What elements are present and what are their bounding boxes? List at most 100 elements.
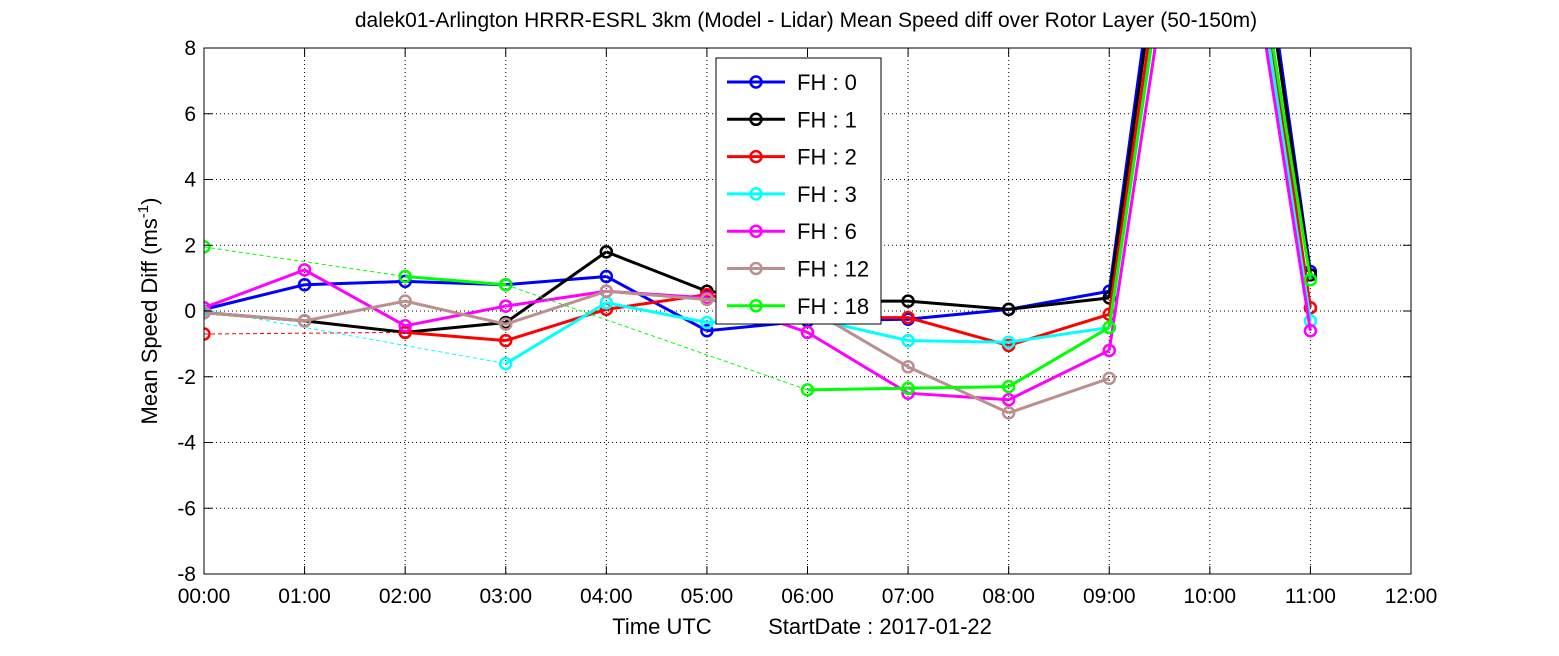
data-point [1001,335,1016,349]
series-line-segment [504,250,608,324]
series-fh-18 [204,48,1318,397]
series-line-segment [1275,48,1312,276]
series-line-segment [404,299,507,326]
series-gap-line [204,331,406,335]
data-point [901,381,915,396]
series-line-segment [405,274,506,287]
data-point [204,300,211,315]
series-line-segment [504,301,608,365]
x-tick-label: 05:00 [681,585,734,608]
data-point [499,299,513,313]
series-line-segment [1007,326,1111,388]
x-tick-label: 00:00 [178,585,231,608]
series-line-segment [1264,48,1312,331]
legend-box [715,57,882,325]
data-point [398,294,412,308]
series-line-segment [204,311,305,323]
data-point [599,245,614,259]
y-tick-label: 8 [184,37,196,60]
series-line-segment [204,268,306,310]
data-point [1303,273,1318,287]
x-tick-label: 03:00 [479,585,532,608]
series-line-segment [1107,48,1150,315]
legend-swatch-marker [749,299,763,313]
series-gap-line [505,284,808,391]
series-line-segment [1008,376,1110,415]
data-point [204,305,211,320]
legend: FH : 0 FH : 1 FH : 2 FH : 3 FH : 6 FH : 12 FH … [715,57,882,325]
series-gap-line [204,246,406,277]
x-tick-label: 06:00 [781,585,834,608]
series-line-segment [405,330,506,343]
legend-label: FH : 1 [797,107,857,132]
y-tick-label: 0 [184,300,196,323]
series-line-segment [505,274,607,287]
series-line-segment [605,250,708,293]
y-axis-label: Mean Speed Diff (ms-1) [135,198,162,425]
data-point [1102,320,1116,335]
series-line-segment [1107,48,1144,292]
x-tick-label: 10:00 [1184,585,1237,608]
data-point [204,240,211,254]
data-point [1102,343,1116,358]
series-line-segment [405,321,506,334]
legend-swatch-marker [749,149,763,164]
data-point [1303,323,1318,338]
data-point [599,269,614,284]
x-tick-label: 11:00 [1285,585,1336,608]
data-point [499,356,513,371]
data-point [800,383,815,397]
legend-label: FH : 2 [797,145,857,170]
series-line-segment [605,275,708,333]
data-point [499,333,513,348]
series-line-segment [1107,48,1147,299]
series-line-segment [908,385,1009,390]
data-point [499,317,513,331]
series-layer [204,48,1318,420]
chart-title: dalek01-Arlington HRRR-ESRL 3km (Model -… [355,9,1257,32]
data-point [398,319,412,333]
tick-labels: 00:00 01:00 02:00 03:00 04:00 05:00 06:00 07:00… [177,37,1437,608]
data-point [297,263,312,277]
series-line-segment [606,289,708,301]
data-point [398,274,412,289]
legend-swatch-marker [749,187,763,201]
data-point [700,315,714,330]
data-point [1001,406,1016,420]
series-line-segment [304,319,406,334]
series-line-segment [304,299,406,323]
y-tick-label: -6 [177,497,196,520]
legend-label: FH : 0 [797,70,857,95]
legend-swatch-marker [749,224,763,238]
data-point [204,327,211,341]
x-tick-label: 04:00 [580,585,633,608]
data-point [599,284,614,299]
series-line-segment [606,301,708,324]
x-tick-label: 08:00 [982,585,1035,608]
legend-label: FH : 18 [797,294,869,319]
series-line-segment [907,365,1010,415]
data-point [398,269,412,284]
data-point [297,314,312,328]
data-point [901,294,915,308]
legend-swatch-marker [749,75,763,89]
data-point [1001,393,1016,407]
series-line-segment [204,283,305,311]
series-line-segment [404,304,507,328]
x-tick-label: 01:00 [278,585,331,608]
series-line-segment [907,391,1009,402]
x-tick-label: 12:00 [1385,585,1438,608]
y-axis-label-close: ) [137,198,162,205]
series-line-segment [1271,48,1312,281]
y-tick-label: 6 [184,103,196,126]
y-tick-label: -4 [177,432,196,455]
x-tick-label: 09:00 [1083,585,1136,608]
series-line-segment [1008,296,1110,311]
x-axis-startdate: StartDate : 2017-01-22 [768,614,992,639]
y-tick-label: 2 [184,234,196,257]
legend-label: FH : 12 [797,257,869,282]
series-line-segment [1107,48,1157,351]
series-line-segment [505,289,607,326]
legend-label: FH : 6 [797,219,857,244]
